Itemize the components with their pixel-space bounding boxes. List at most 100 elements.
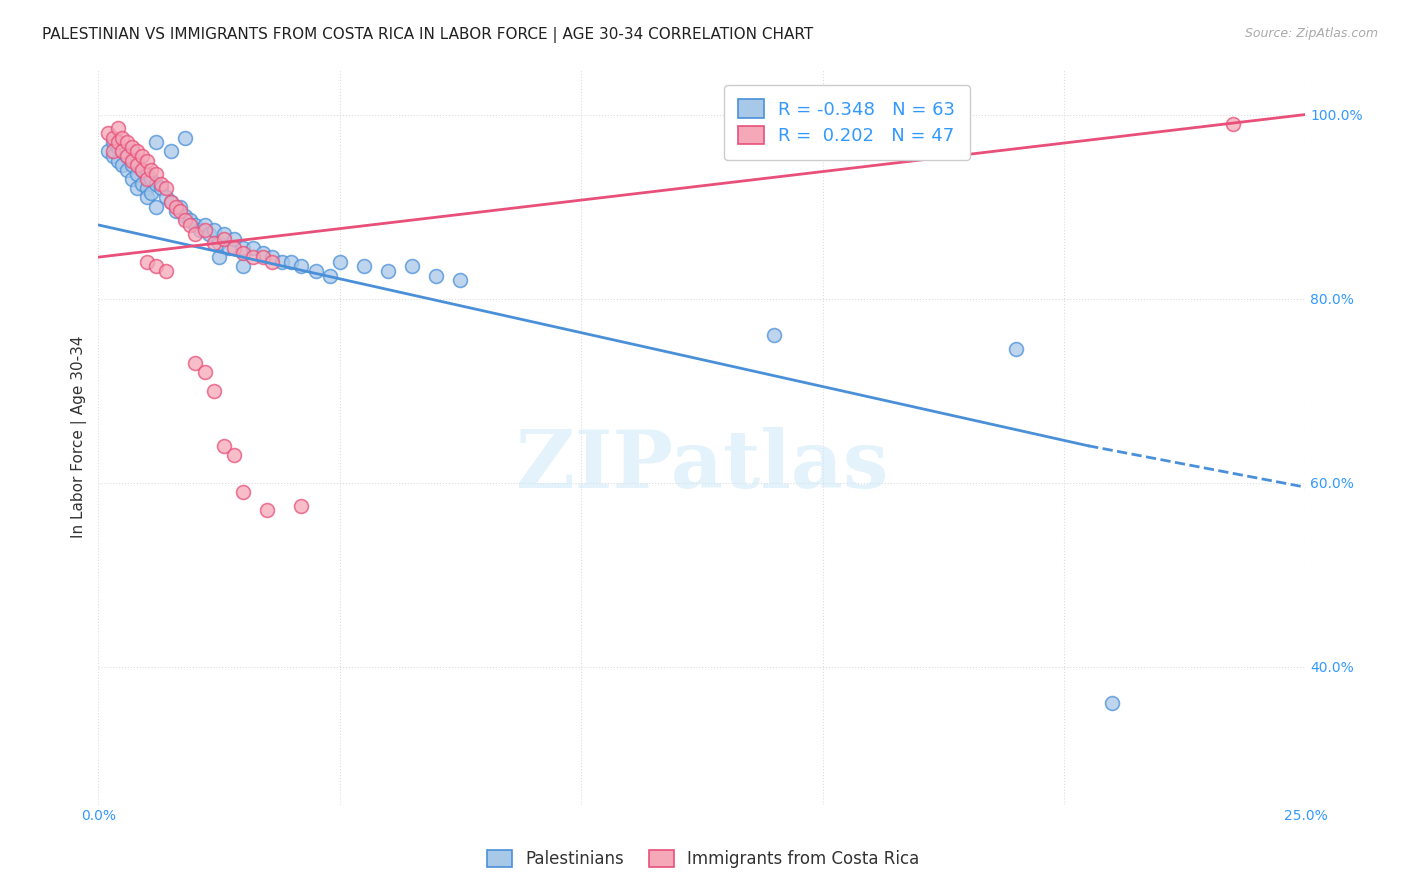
Point <box>131 162 153 177</box>
Point <box>145 260 167 274</box>
Point <box>262 254 284 268</box>
Point <box>141 162 163 177</box>
Point <box>135 167 157 181</box>
Point <box>121 158 143 172</box>
Point <box>188 222 211 236</box>
Point <box>159 194 181 209</box>
Point <box>319 268 342 283</box>
Point <box>232 484 254 499</box>
Point <box>252 250 274 264</box>
Point <box>232 241 254 255</box>
Point <box>125 167 148 181</box>
Point <box>125 181 148 195</box>
Point <box>1222 117 1244 131</box>
Point <box>145 167 167 181</box>
Point <box>232 260 254 274</box>
Point <box>449 273 471 287</box>
Point <box>290 260 312 274</box>
Point <box>117 135 139 149</box>
Point <box>222 448 245 462</box>
Point <box>101 135 124 149</box>
Point <box>111 145 134 159</box>
Point <box>193 218 215 232</box>
Point <box>145 177 167 191</box>
Point <box>159 194 181 209</box>
Point <box>202 236 225 251</box>
Point <box>232 245 254 260</box>
Point <box>131 149 153 163</box>
Point <box>117 149 139 163</box>
Legend: Palestinians, Immigrants from Costa Rica: Palestinians, Immigrants from Costa Rica <box>479 843 927 875</box>
Point <box>107 139 129 153</box>
Point <box>131 177 153 191</box>
Point <box>184 227 207 241</box>
Point <box>135 254 157 268</box>
Point <box>179 213 201 227</box>
Point <box>218 241 240 255</box>
Point <box>353 260 375 274</box>
Point <box>121 172 143 186</box>
Point <box>107 121 129 136</box>
Point <box>304 264 326 278</box>
Point <box>135 190 157 204</box>
Point <box>121 153 143 168</box>
Point <box>155 264 177 278</box>
Point <box>125 158 148 172</box>
Point <box>212 439 235 453</box>
Point <box>111 158 134 172</box>
Point <box>270 254 292 268</box>
Point <box>125 145 148 159</box>
Point <box>135 153 157 168</box>
Point <box>212 227 235 241</box>
Text: ZIPatlas: ZIPatlas <box>516 427 889 505</box>
Point <box>222 241 245 255</box>
Point <box>121 145 143 159</box>
Point <box>174 213 197 227</box>
Point <box>425 268 447 283</box>
Point <box>212 232 235 246</box>
Point <box>125 153 148 168</box>
Point <box>107 135 129 149</box>
Point <box>97 145 120 159</box>
Point <box>262 250 284 264</box>
Point <box>159 145 181 159</box>
Point <box>256 503 278 517</box>
Point <box>763 328 786 343</box>
Point <box>141 186 163 200</box>
Point <box>101 145 124 159</box>
Point <box>97 126 120 140</box>
Point <box>1004 342 1026 356</box>
Point <box>150 181 173 195</box>
Point <box>174 130 197 145</box>
Point <box>111 130 134 145</box>
Point <box>165 200 187 214</box>
Point <box>184 218 207 232</box>
Point <box>145 200 167 214</box>
Point <box>169 200 191 214</box>
Point <box>169 204 191 219</box>
Point <box>117 149 139 163</box>
Point <box>101 130 124 145</box>
Point <box>174 209 197 223</box>
Point <box>111 145 134 159</box>
Point <box>193 222 215 236</box>
Point <box>252 245 274 260</box>
Point <box>107 153 129 168</box>
Point <box>377 264 399 278</box>
Point <box>165 204 187 219</box>
Point <box>155 181 177 195</box>
Point <box>202 384 225 398</box>
Point <box>1101 697 1123 711</box>
Point <box>329 254 352 268</box>
Point <box>135 172 157 186</box>
Text: Source: ZipAtlas.com: Source: ZipAtlas.com <box>1244 27 1378 40</box>
Point <box>193 365 215 379</box>
Point <box>290 499 312 513</box>
Point <box>121 139 143 153</box>
Point <box>401 260 423 274</box>
Point <box>131 162 153 177</box>
Point <box>242 250 264 264</box>
Point <box>117 162 139 177</box>
Point <box>202 222 225 236</box>
Point <box>222 232 245 246</box>
